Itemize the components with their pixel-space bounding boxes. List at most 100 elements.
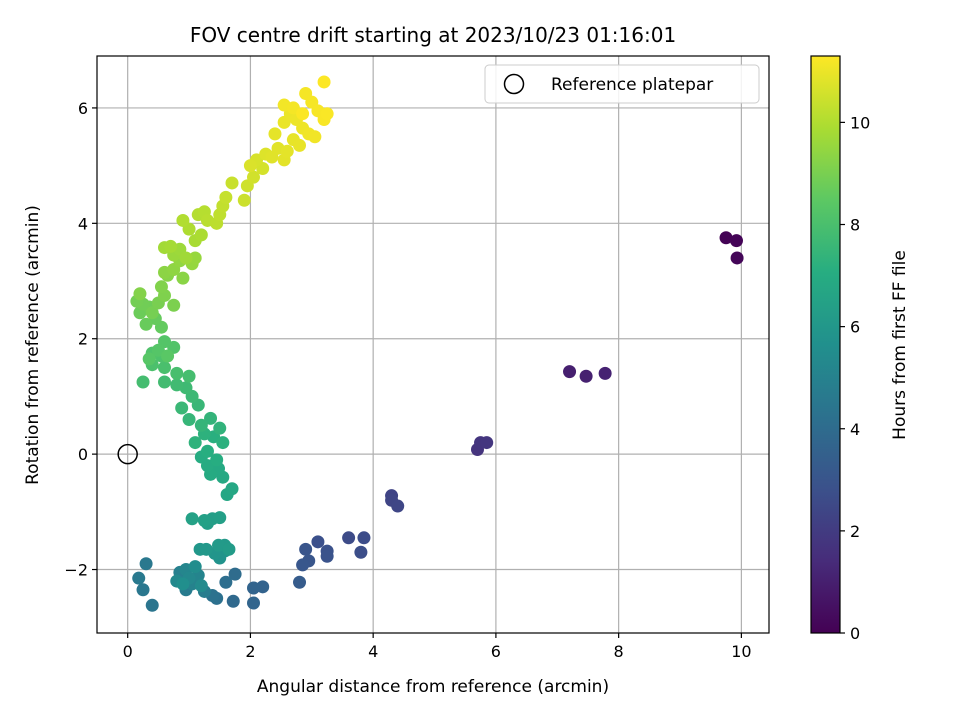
data-point [296, 558, 310, 572]
data-point [729, 234, 743, 248]
data-point [268, 127, 282, 141]
data-point [188, 560, 202, 574]
x-axis-ticks: 0 2 4 6 8 10 [123, 633, 752, 661]
reference-platepar-marker [117, 443, 138, 465]
data-point [225, 176, 239, 190]
data-point [133, 287, 147, 301]
data-point [142, 352, 156, 366]
data-point [161, 349, 175, 363]
data-point [311, 535, 325, 549]
data-point [212, 538, 226, 552]
y-tick-label: 4 [78, 214, 88, 233]
data-point [154, 280, 168, 294]
data-point [185, 512, 199, 526]
chart-title: FOV centre drift starting at 2023/10/23 … [190, 23, 676, 47]
colorbar-tick-label: 0 [850, 624, 860, 643]
data-point [246, 170, 260, 184]
data-point [219, 190, 233, 204]
data-point [136, 375, 150, 389]
data-point [194, 228, 208, 242]
data-point [182, 369, 196, 383]
data-point [320, 549, 334, 563]
data-point [170, 378, 184, 392]
y-axis-ticks: −2 0 2 4 6 [64, 99, 97, 580]
colorbar: 0 2 4 6 8 10 Hours from first FF file [810, 55, 910, 643]
data-point [176, 577, 190, 591]
data-point [132, 571, 146, 585]
data-point [136, 583, 150, 597]
legend: Reference platepar [484, 64, 760, 104]
data-point [164, 239, 178, 253]
data-point [219, 575, 233, 589]
data-point [246, 581, 260, 595]
colorbar-gradient [811, 56, 840, 633]
data-point [296, 107, 310, 121]
data-point [213, 511, 227, 525]
data-point [243, 159, 257, 173]
x-tick-label: 10 [731, 642, 751, 661]
legend-marker-icon [503, 73, 525, 95]
data-point [299, 542, 313, 556]
colorbar-tick-label: 10 [850, 113, 870, 132]
data-points [130, 75, 744, 612]
data-point [204, 411, 218, 425]
x-tick-label: 0 [123, 642, 133, 661]
data-point [139, 557, 153, 571]
data-point [199, 542, 213, 556]
data-point [320, 107, 334, 121]
data-point [293, 138, 307, 152]
data-point [317, 75, 331, 89]
data-point [145, 598, 159, 612]
data-point [197, 513, 211, 527]
x-tick-label: 2 [245, 642, 255, 661]
data-point [598, 366, 612, 380]
data-point [158, 361, 172, 375]
legend-box [484, 64, 760, 104]
legend-label: Reference platepar [551, 75, 713, 95]
y-tick-label: 0 [78, 445, 88, 464]
data-point [188, 436, 202, 450]
plot-frame [96, 55, 770, 634]
data-point [480, 436, 494, 450]
y-tick-label: 2 [78, 330, 88, 349]
data-point [216, 436, 230, 450]
x-axis-label: Angular distance from reference (arcmin) [257, 677, 609, 697]
data-point [579, 369, 593, 383]
x-tick-label: 4 [368, 642, 378, 661]
data-point [391, 499, 405, 513]
data-point [179, 251, 193, 265]
data-point [139, 317, 153, 331]
data-point [200, 444, 214, 458]
data-point [194, 418, 208, 432]
data-point [237, 193, 251, 207]
data-point [246, 596, 260, 610]
data-point [563, 365, 577, 379]
data-point [293, 575, 307, 589]
y-tick-label: −2 [64, 561, 88, 580]
data-point [158, 375, 172, 389]
data-point [145, 306, 159, 320]
data-point [308, 130, 322, 144]
x-tick-label: 8 [614, 642, 624, 661]
data-point [176, 271, 190, 285]
data-point [170, 366, 184, 380]
data-point [222, 542, 236, 556]
x-tick-label: 6 [491, 642, 501, 661]
data-point [182, 413, 196, 427]
colorbar-label: Hours from first FF file [890, 250, 910, 440]
y-tick-label: 6 [78, 99, 88, 118]
data-point [188, 251, 202, 265]
data-point [357, 531, 371, 545]
data-point [342, 531, 356, 545]
grid [97, 56, 769, 633]
data-point [176, 213, 190, 227]
data-point [354, 545, 368, 559]
y-axis-label: Rotation from reference (arcmin) [23, 205, 43, 485]
data-point [730, 251, 744, 265]
colorbar-tick-label: 6 [850, 318, 860, 337]
colorbar-frame [810, 55, 841, 634]
data-point [226, 594, 240, 608]
data-point [194, 579, 208, 593]
colorbar-tick-label: 2 [850, 522, 860, 541]
